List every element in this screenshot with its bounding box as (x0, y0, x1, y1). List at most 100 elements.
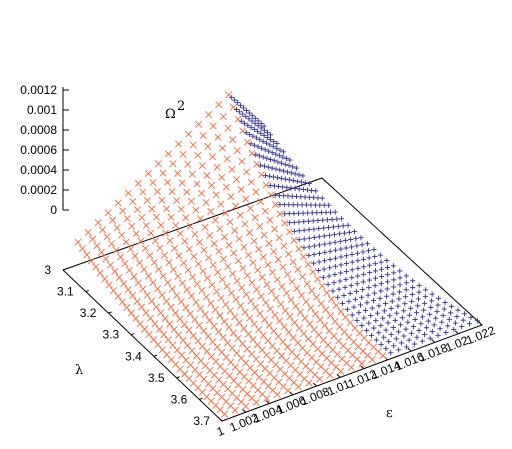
surface-point-orange (298, 273, 307, 281)
x-stroke (164, 336, 172, 344)
x-stroke (245, 377, 253, 385)
x-stroke (176, 315, 184, 323)
surface-point-orange (193, 180, 201, 188)
x-stroke (223, 155, 231, 163)
x-stroke (106, 261, 114, 269)
surface-point-blue (443, 329, 449, 336)
x-stroke (354, 343, 362, 351)
x-stroke (205, 254, 213, 262)
surface-point-orange (241, 220, 249, 228)
surface-point-orange (148, 205, 156, 213)
surface-point-blue (319, 195, 325, 201)
surface-point-blue (378, 288, 384, 294)
x-stroke (215, 376, 223, 384)
x-stroke (147, 229, 155, 237)
x-stroke (374, 347, 382, 356)
surface-point-blue (388, 350, 394, 356)
surface-point-blue (260, 154, 266, 160)
x-stroke (316, 316, 324, 324)
surface-point-blue (284, 184, 290, 191)
x-stroke (243, 138, 251, 146)
surface-point-blue (249, 118, 255, 124)
x-stroke (160, 331, 168, 339)
surface-point-orange (208, 281, 216, 289)
surface-point-orange (110, 287, 118, 295)
x-stroke (175, 140, 183, 148)
surface-point-blue (316, 242, 323, 248)
surface-point-orange (151, 237, 159, 245)
surface-point-orange (261, 316, 269, 324)
surface-point-orange (231, 227, 239, 235)
surface-point-blue (349, 267, 355, 273)
x-stroke (330, 332, 338, 340)
surface-point-orange (180, 259, 188, 267)
surface-point-blue (360, 286, 366, 293)
surface-point-blue (331, 280, 337, 286)
x-stroke (256, 222, 264, 230)
surface-point-blue (387, 313, 393, 319)
surface-point-blue (386, 339, 392, 345)
surface-point-orange (138, 214, 146, 222)
surface-point-blue (315, 217, 321, 224)
surface-point-orange (216, 312, 224, 320)
surface-point-orange (223, 155, 231, 163)
surface-point-orange (115, 273, 123, 282)
surface-point-orange (169, 341, 177, 349)
surface-point-blue (295, 210, 302, 216)
surface-point-orange (248, 279, 256, 287)
surface-point-orange (203, 172, 211, 180)
surface-point-blue (305, 210, 311, 216)
x-stroke (260, 378, 268, 386)
x-stroke (233, 394, 241, 402)
surface-point-blue (445, 323, 451, 329)
surface-point-orange (266, 216, 274, 224)
surface-point-blue (245, 122, 251, 128)
surface-point-orange (256, 222, 264, 230)
surface-point-orange (167, 303, 175, 311)
surface-point-blue (378, 322, 384, 329)
surface-point-blue (267, 142, 273, 148)
surface-point-blue (229, 94, 235, 101)
surface-point-blue (348, 244, 355, 250)
surface-point-orange (240, 243, 248, 251)
surface-point-blue (306, 253, 312, 259)
x-stroke (291, 318, 299, 327)
surface-point-blue (296, 228, 302, 234)
surface-point-orange (220, 233, 228, 241)
x-stroke (84, 228, 92, 236)
x-stroke (248, 279, 256, 287)
surface-point-orange (188, 292, 196, 300)
x-stroke (222, 300, 230, 309)
x-stroke (353, 355, 361, 363)
x-stroke (189, 141, 197, 149)
surface-point-blue (360, 279, 366, 285)
epsilon-tick-label: 1 (215, 423, 227, 439)
x-stroke (235, 235, 243, 243)
surface-point-blue (315, 267, 322, 274)
surface-point-orange (194, 260, 202, 268)
x-stroke (157, 309, 165, 317)
surface-point-orange (290, 236, 298, 244)
x-stroke (224, 263, 232, 271)
x-stroke (243, 390, 251, 398)
x-stroke (195, 371, 203, 379)
x-stroke (234, 334, 242, 342)
surface-point-blue (286, 202, 292, 208)
surface-point-orange (130, 273, 138, 281)
x-stroke (190, 253, 198, 261)
surface-point-blue (277, 167, 283, 173)
x-stroke (230, 249, 238, 257)
x-stroke (315, 331, 323, 339)
surface-point-blue (269, 165, 275, 171)
surface-point-blue (397, 322, 404, 328)
x-stroke (158, 291, 166, 299)
x-stroke (318, 282, 326, 290)
surface-point-blue (318, 209, 325, 216)
surface-point-orange (197, 215, 205, 223)
x-stroke (264, 337, 272, 345)
surface-point-blue (383, 346, 389, 352)
x-stroke (115, 273, 123, 282)
x-stroke (145, 272, 153, 280)
x-stroke (240, 243, 248, 251)
surface-point-orange (306, 320, 314, 328)
